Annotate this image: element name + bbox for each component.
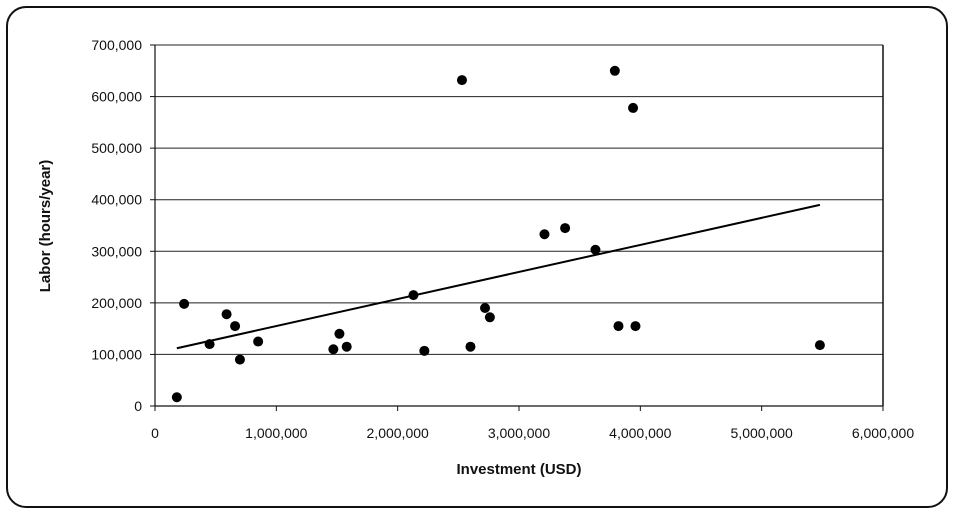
data-point	[408, 290, 419, 301]
y-tick-label: 500,000	[91, 140, 142, 156]
trendline-layer	[176, 203, 821, 350]
x-tick-label: 1,000,000	[245, 425, 307, 441]
y-tick-label: 700,000	[91, 37, 142, 53]
data-point	[590, 244, 601, 255]
data-point	[334, 328, 345, 339]
data-point	[419, 345, 430, 356]
x-tick-label: 3,000,000	[488, 425, 550, 441]
data-point	[630, 321, 641, 332]
data-point	[341, 341, 352, 352]
data-point	[480, 303, 491, 314]
x-axis-title: Investment (USD)	[456, 461, 581, 478]
tick-labels: 0 100,000 200,000 300,000 400,000 500,000 600,…	[91, 37, 914, 441]
y-tick-label: 0	[134, 398, 142, 414]
chart-frame	[6, 6, 948, 508]
data-point	[609, 65, 620, 76]
axes	[154, 45, 884, 407]
data-point	[179, 298, 190, 309]
y-tick-label: 400,000	[91, 192, 142, 208]
data-point	[613, 321, 624, 332]
trendline	[176, 203, 821, 350]
x-tick-label: 2,000,000	[367, 425, 429, 441]
x-tick-label: 5,000,000	[731, 425, 793, 441]
data-point	[234, 354, 245, 365]
data-point	[204, 339, 215, 350]
y-tick-label: 300,000	[91, 243, 142, 259]
gridlines	[155, 44, 883, 355]
data-point	[560, 223, 571, 234]
data-point	[465, 341, 476, 352]
data-point	[253, 336, 264, 347]
y-tick-label: 200,000	[91, 295, 142, 311]
data-point	[484, 312, 495, 323]
data-point	[328, 344, 339, 355]
x-tick-label: 4,000,000	[609, 425, 671, 441]
data-point	[230, 321, 241, 332]
data-points	[171, 65, 825, 403]
data-point	[171, 392, 182, 403]
data-point	[456, 75, 467, 86]
data-point	[221, 309, 232, 320]
x-tick-label: 6,000,000	[852, 425, 914, 441]
data-point	[814, 340, 825, 351]
y-axis-title: Labor (hours/year)	[37, 160, 54, 293]
data-point	[539, 229, 550, 240]
y-tick-label: 600,000	[91, 89, 142, 105]
y-tick-label: 100,000	[91, 346, 142, 362]
x-tick-label: 0	[151, 425, 159, 441]
data-point	[628, 102, 639, 113]
